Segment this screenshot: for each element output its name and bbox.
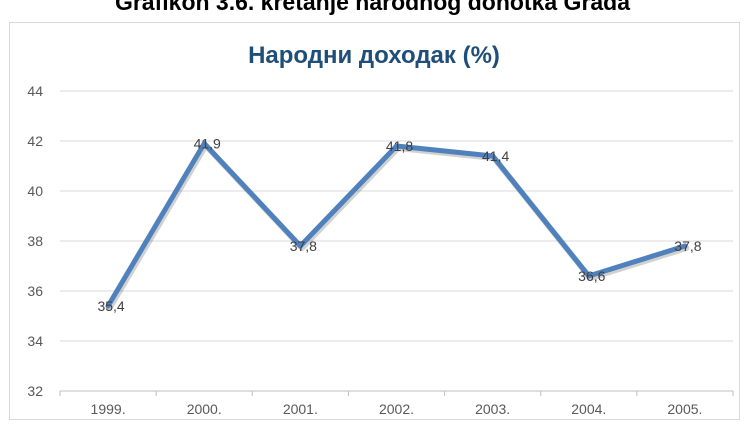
- x-tick-label: 1999.: [91, 401, 126, 417]
- x-axis: 1999. 2000. 2001. 2002. 2003. 2004. 2005.: [59, 390, 734, 417]
- x-tick-label: 2005.: [667, 401, 702, 417]
- data-label: 36,6: [578, 268, 605, 284]
- data-point: [105, 303, 111, 309]
- y-tick-label: 38: [27, 233, 43, 249]
- data-point: [490, 153, 496, 159]
- page-heading: Grafikon 3.6. kretanje narodnog dohotka …: [114, 0, 631, 15]
- gridlines: [60, 90, 733, 392]
- data-label: 41,4: [482, 148, 509, 164]
- y-tick-label: 34: [27, 333, 43, 349]
- data-point: [201, 141, 207, 146]
- x-tick-label: 2002.: [379, 401, 414, 417]
- x-tick-label: 2003.: [475, 401, 510, 417]
- series-layer: [105, 141, 690, 311]
- data-point: [394, 143, 399, 149]
- line-chart: Народни доходак (%) 32 34 36 38 40 42 44 1999.…: [27, 42, 734, 417]
- data-label: 37,8: [674, 238, 701, 254]
- data-labels: 35,4 41,9 37,8 41,8 41,4 36,6 37,8: [97, 136, 701, 315]
- data-label: 41,9: [194, 136, 221, 152]
- x-tick-label: 2004.: [571, 401, 606, 417]
- y-tick-label: 32: [27, 383, 43, 399]
- data-point: [682, 243, 688, 249]
- x-tick-label: 2000.: [187, 401, 222, 417]
- y-tick-label: 42: [27, 133, 43, 149]
- y-tick-label: 40: [27, 183, 43, 199]
- data-label: 35,4: [97, 298, 124, 314]
- x-tick-label: 2001.: [283, 401, 318, 417]
- data-point: [586, 273, 592, 279]
- y-axis-ticks: 32 34 36 38 40 42 44: [27, 83, 43, 399]
- chart-title: Народни доходак (%): [248, 42, 500, 69]
- y-tick-label: 36: [27, 283, 43, 299]
- y-tick-label: 44: [27, 83, 43, 99]
- chart-frame: Народни доходак (%) 32 34 36 38 40 42 44 1999.…: [9, 22, 740, 420]
- data-point: [297, 243, 303, 249]
- data-label: 41,8: [386, 138, 413, 154]
- data-label: 37,8: [290, 238, 317, 254]
